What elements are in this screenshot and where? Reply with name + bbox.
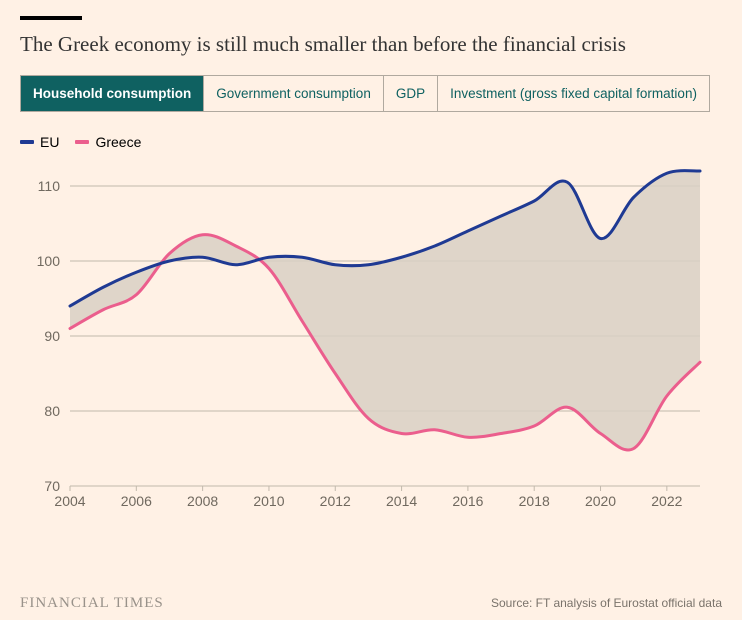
chart-title: The Greek economy is still much smaller … [20,32,722,57]
tab-household-consumption[interactable]: Household consumption [21,76,204,111]
svg-text:100: 100 [37,253,61,269]
top-rule [20,16,82,20]
svg-text:70: 70 [44,478,60,494]
legend: EU Greece [20,134,722,150]
legend-label-eu: EU [40,134,59,150]
svg-text:2014: 2014 [386,493,417,509]
tab-investment[interactable]: Investment (gross fixed capital formatio… [438,76,709,111]
svg-text:2008: 2008 [187,493,218,509]
svg-text:2016: 2016 [452,493,483,509]
svg-text:2010: 2010 [253,493,284,509]
svg-text:90: 90 [44,328,60,344]
svg-text:2022: 2022 [651,493,682,509]
svg-text:2012: 2012 [320,493,351,509]
legend-item-eu: EU [20,134,59,150]
tab-gdp[interactable]: GDP [384,76,438,111]
svg-text:2006: 2006 [121,493,152,509]
svg-text:110: 110 [38,178,61,194]
svg-text:2018: 2018 [519,493,550,509]
legend-item-greece: Greece [75,134,141,150]
legend-swatch-greece [75,140,89,144]
legend-label-greece: Greece [95,134,141,150]
svg-text:80: 80 [44,403,60,419]
metric-tabs: Household consumption Government consump… [20,75,710,112]
chart-svg: 70 80 90 100 110 2004 2006 2008 2010 2012 2014 2016… [20,156,722,526]
tab-government-consumption[interactable]: Government consumption [204,76,384,111]
source-text: Source: FT analysis of Eurostat official… [491,596,722,610]
legend-swatch-eu [20,140,34,144]
svg-text:2004: 2004 [54,493,85,509]
svg-text:2020: 2020 [585,493,616,509]
brand-logo: FINANCIAL TIMES [20,595,164,612]
chart: 70 80 90 100 110 2004 2006 2008 2010 2012 2014 2016… [20,156,722,531]
